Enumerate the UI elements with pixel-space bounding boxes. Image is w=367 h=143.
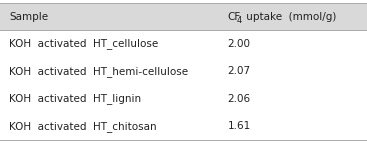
Text: uptake  (mmol/g): uptake (mmol/g) bbox=[243, 12, 336, 22]
Bar bbox=[0, 3, 367, 30]
Text: 2.07: 2.07 bbox=[228, 66, 251, 77]
Text: KOH  activated  HT_chitosan: KOH activated HT_chitosan bbox=[9, 121, 157, 132]
Text: KOH  activated  HT_lignin: KOH activated HT_lignin bbox=[9, 94, 141, 104]
Text: 1.61: 1.61 bbox=[228, 121, 251, 131]
Text: 4: 4 bbox=[237, 16, 242, 25]
Text: 2.00: 2.00 bbox=[228, 39, 251, 49]
Text: KOH  activated  HT_cellulose: KOH activated HT_cellulose bbox=[9, 39, 159, 49]
Text: CF: CF bbox=[228, 12, 241, 22]
Text: 2.06: 2.06 bbox=[228, 94, 251, 104]
Text: KOH  activated  HT_hemi-cellulose: KOH activated HT_hemi-cellulose bbox=[9, 66, 188, 77]
Text: Sample: Sample bbox=[9, 12, 48, 22]
